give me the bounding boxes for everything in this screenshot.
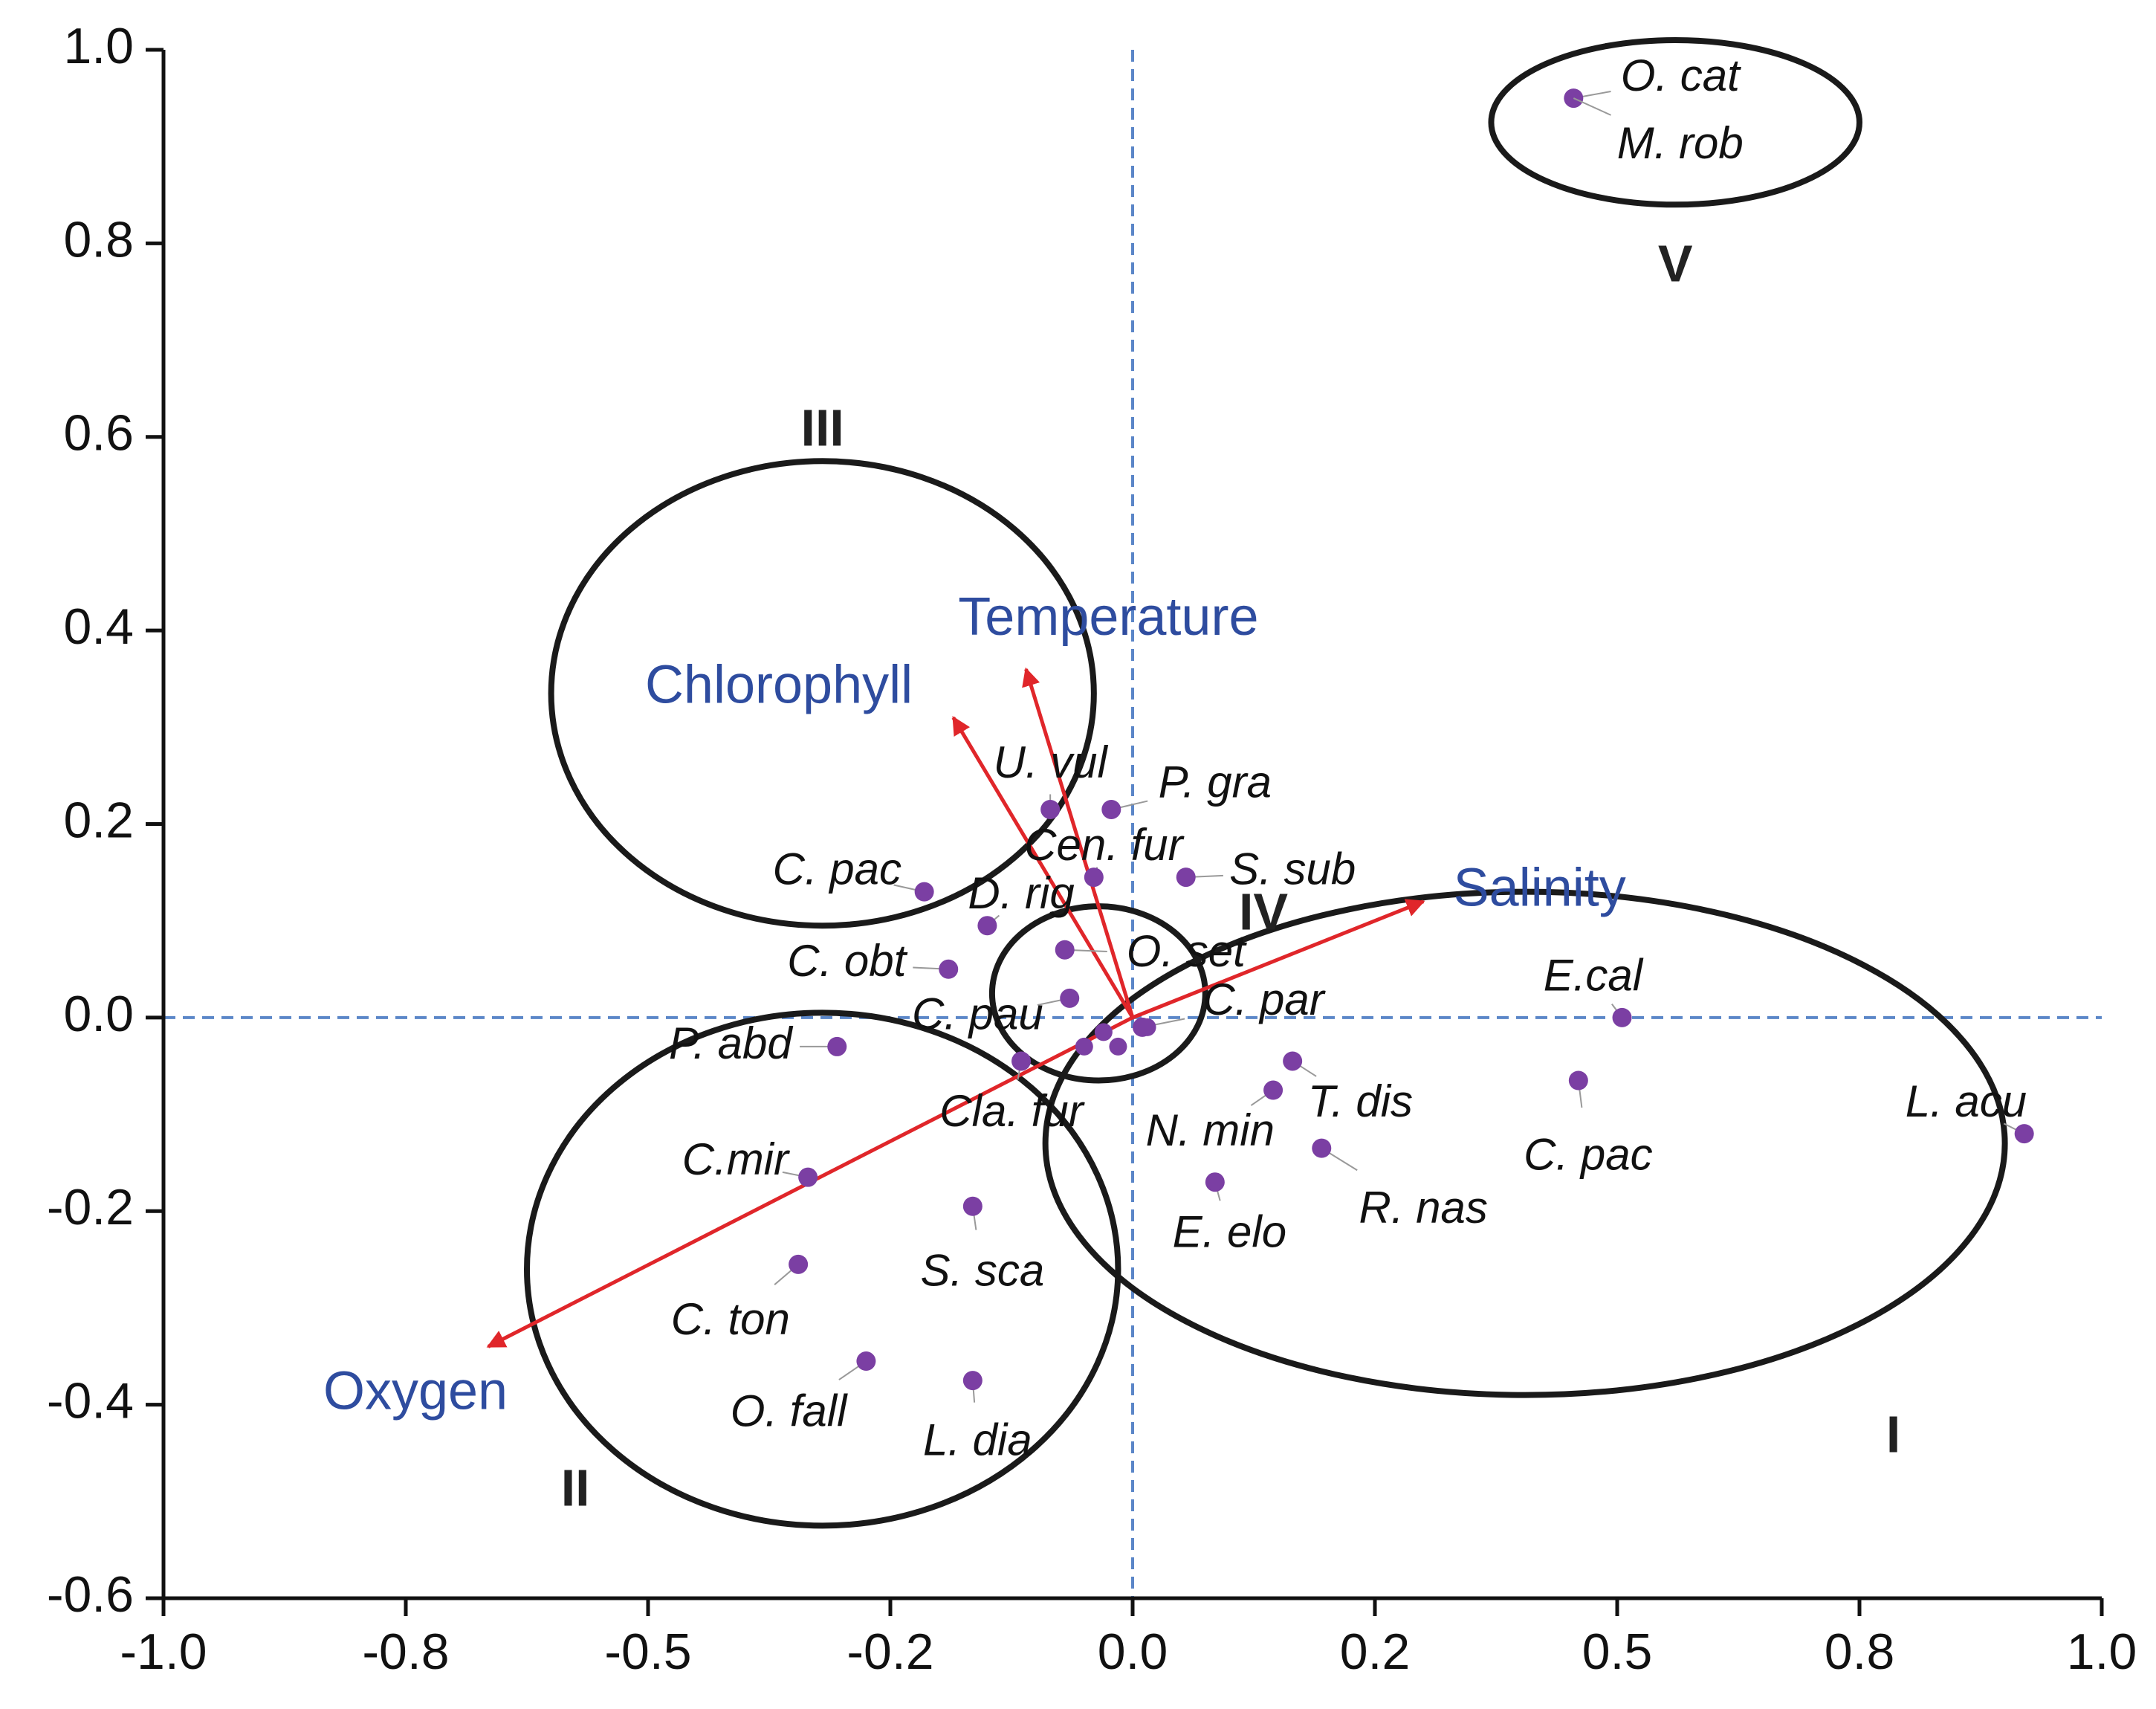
species-label-c-mir: C.mir — [682, 1134, 790, 1184]
species-point-c-pac — [1568, 1070, 1588, 1091]
group-ellipse-iii — [548, 458, 1097, 929]
center-point-0 — [1094, 1023, 1113, 1041]
species-label-o-set: O. set — [1127, 926, 1247, 976]
group-label-ii: II — [561, 1458, 590, 1516]
species-label-l-dia: L. dia — [923, 1415, 1032, 1465]
y-tick-label-2: 0.6 — [63, 405, 134, 462]
y-tick-label-6: -0.2 — [47, 1179, 134, 1235]
y-tick-label-0: 1.0 — [63, 18, 134, 74]
y-tick-label-8: -0.6 — [47, 1566, 134, 1623]
species-label-t-dis: T. dis — [1308, 1076, 1413, 1126]
species-point-c-ton — [789, 1254, 809, 1274]
group-label-i: I — [1886, 1406, 1900, 1464]
species-point-p-abd — [827, 1036, 847, 1056]
species-point-c-mir — [798, 1167, 818, 1187]
x-tick-label-4: 0.0 — [1098, 1624, 1168, 1680]
species-points — [774, 88, 2034, 1403]
species-point-l-acu — [2014, 1124, 2034, 1144]
x-tick-label-8: 1.0 — [2067, 1624, 2137, 1680]
group-ellipse-ii — [524, 1009, 1121, 1529]
species-label-p-abd: P. abd — [669, 1018, 793, 1068]
salinity-vector-label: Salinity — [1454, 859, 1626, 918]
species-label-c-par: C. par — [1202, 975, 1325, 1024]
center-point-1 — [1075, 1037, 1093, 1056]
oxygen-vector-label: Oxygen — [323, 1362, 508, 1421]
species-point-d-rig — [977, 916, 997, 936]
species-point-p-gra — [1101, 799, 1121, 819]
center-point-2 — [1109, 1037, 1127, 1056]
species-point-o-fall — [856, 1351, 876, 1372]
salinity-vector-arrow — [1132, 899, 1425, 1020]
y-tick-label-4: 0.2 — [63, 792, 134, 848]
species-label-c-pac: C. pac — [773, 844, 901, 894]
species-label-c-pac: C. pac — [1524, 1129, 1652, 1179]
x-tick-label-5: 0.2 — [1340, 1624, 1411, 1680]
species-label-s-sub: S. sub — [1229, 844, 1356, 894]
species-point-s-sca — [962, 1196, 982, 1216]
center-point-3 — [1138, 1018, 1156, 1036]
x-tick-label-2: -0.5 — [604, 1624, 691, 1680]
y-tick-label-3: 0.4 — [63, 598, 134, 655]
species-label-e-cal: E.cal — [1544, 951, 1644, 1001]
species-label-r-nas: R. nas — [1359, 1183, 1487, 1233]
x-tick-label-6: 0.5 — [1582, 1624, 1653, 1680]
species-label-cen-fur: Cen. fur — [1024, 820, 1184, 870]
y-tick-label-5: 0.0 — [63, 986, 134, 1042]
species-point-u-vul — [1040, 799, 1061, 819]
species-label-cla-fur: Cla. fur — [939, 1086, 1084, 1136]
species-label-o-cat: O. cat — [1621, 51, 1741, 100]
species-label-s-sca: S. sca — [921, 1246, 1045, 1296]
species-point-o-set — [1055, 940, 1075, 960]
species-point-l-dia — [962, 1371, 982, 1391]
species-point-r-nas — [1312, 1138, 1332, 1158]
species-label-p-gra: P. gra — [1159, 757, 1272, 807]
species-point-c-pac — [914, 882, 934, 902]
species-label-e-elo: E. elo — [1173, 1207, 1286, 1257]
x-tick-label-0: -1.0 — [120, 1624, 207, 1680]
group-ellipse-i — [1042, 888, 2008, 1398]
group-ellipse-v — [1488, 36, 1862, 208]
species-label-c-pau: C. pau — [912, 989, 1043, 1039]
temperature-vector-label: Temperature — [958, 587, 1258, 647]
species-leader-line-m-rob — [1573, 97, 1611, 116]
x-tick-label-3: -0.2 — [846, 1624, 933, 1680]
species-label-c-ton: C. ton — [671, 1294, 790, 1344]
species-label-u-vul: U. vul — [993, 737, 1108, 787]
labels: IIIIIIIVVTemperatureChlorophyllSalinityO… — [323, 51, 2027, 1516]
y-tick-label-7: -0.4 — [47, 1373, 134, 1429]
group-ellipses — [524, 36, 2008, 1529]
temperature-vector-arrow — [1022, 667, 1135, 1018]
group-label-iii: III — [801, 399, 844, 457]
group-label-v: V — [1658, 234, 1693, 292]
species-label-d-rig: D. rig — [968, 868, 1074, 918]
species-point-s-sub — [1176, 868, 1196, 888]
x-tick-label-7: 0.8 — [1825, 1624, 1895, 1680]
species-label-l-acu: L. acu — [1906, 1076, 2027, 1126]
species-label-m-rob: M. rob — [1617, 118, 1744, 168]
species-point-t-dis — [1283, 1051, 1303, 1071]
species-label-n-min: N. min — [1146, 1105, 1275, 1155]
y-tick-label-1: 0.8 — [63, 211, 134, 268]
species-label-o-fall: O. fall — [731, 1386, 848, 1435]
chlorophyll-vector-label: Chlorophyll — [645, 655, 913, 714]
species-label-c-obt: C. obt — [787, 936, 907, 986]
species-point-e-cal — [1612, 1007, 1632, 1027]
chlorophyll-vector-arrow — [951, 716, 1135, 1019]
species-point-n-min — [1263, 1080, 1283, 1100]
species-point-c-obt — [939, 959, 959, 979]
axes: -1.0 -0.8 -0.5 -0.2 0.0 0.2 0.5 0.8 1.0 1.0 0.8 0.6… — [47, 18, 2137, 1680]
group-label-iv: IV — [1239, 883, 1288, 941]
species-point-cla-fur — [1011, 1051, 1032, 1071]
species-point-cen-fur — [1084, 868, 1104, 888]
species-point-e-elo — [1205, 1172, 1225, 1192]
x-tick-label-1: -0.8 — [362, 1624, 449, 1680]
species-point-c-pau — [1060, 988, 1080, 1008]
